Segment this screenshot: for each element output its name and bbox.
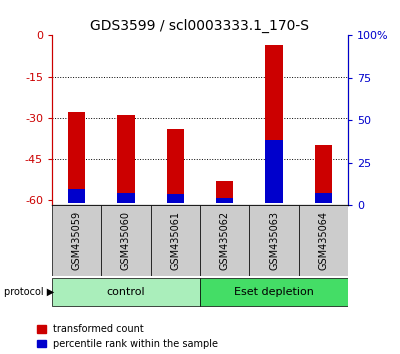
Bar [299, 205, 348, 276]
Bar [315, 193, 332, 202]
Bar [52, 205, 101, 276]
Bar [315, 145, 332, 202]
Bar [117, 115, 135, 202]
Text: GSM435061: GSM435061 [170, 211, 180, 270]
Bar [265, 139, 283, 202]
Bar [68, 189, 85, 202]
Bar [52, 278, 200, 306]
Bar [151, 205, 200, 276]
Title: GDS3599 / scl0003333.1_170-S: GDS3599 / scl0003333.1_170-S [90, 19, 310, 33]
Bar [167, 194, 184, 202]
Bar [101, 205, 151, 276]
Text: control: control [107, 287, 145, 297]
Text: GSM435062: GSM435062 [220, 211, 230, 270]
Bar [167, 129, 184, 202]
Bar [249, 205, 299, 276]
Bar [117, 193, 135, 202]
Text: GSM435059: GSM435059 [72, 211, 82, 270]
Text: GSM435064: GSM435064 [318, 211, 328, 270]
Text: protocol ▶: protocol ▶ [4, 287, 54, 297]
Text: Eset depletion: Eset depletion [234, 287, 314, 297]
Bar [216, 199, 233, 202]
Text: GSM435060: GSM435060 [121, 211, 131, 270]
Text: GSM435063: GSM435063 [269, 211, 279, 270]
Bar [200, 278, 348, 306]
Legend: transformed count, percentile rank within the sample: transformed count, percentile rank withi… [37, 324, 218, 349]
Bar [265, 45, 283, 202]
Bar [200, 205, 249, 276]
Bar [68, 112, 85, 202]
Bar [216, 181, 233, 202]
